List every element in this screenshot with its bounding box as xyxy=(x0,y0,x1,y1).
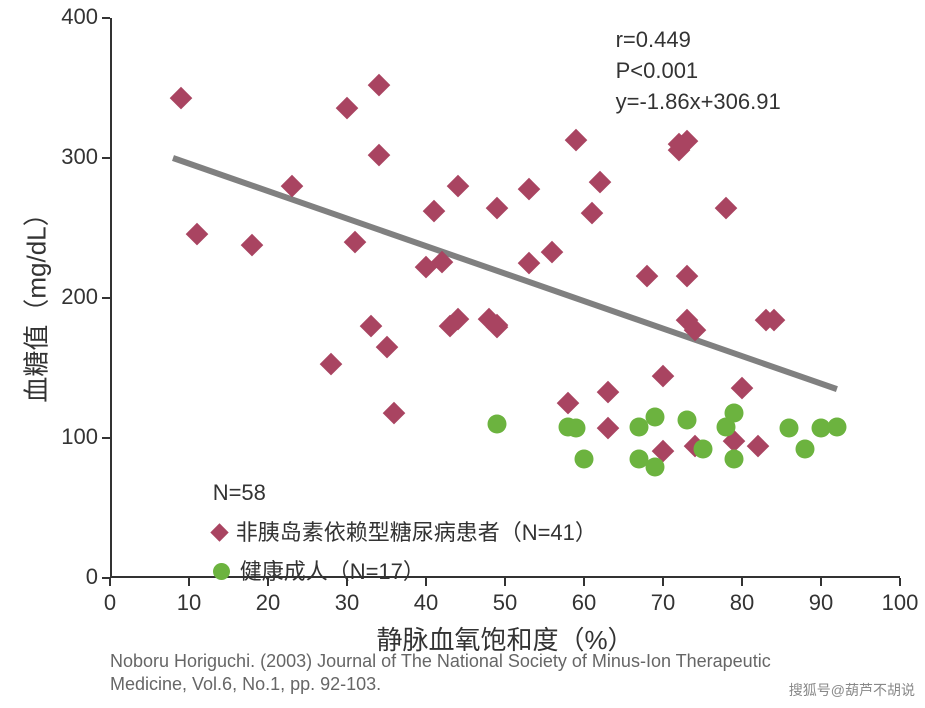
data-point-circle xyxy=(646,458,665,477)
data-point-circle xyxy=(575,450,594,469)
citation-line2: Medicine, Vol.6, No.1, pp. 92-103. xyxy=(110,674,381,694)
x-tick xyxy=(899,578,901,586)
legend: N=58非胰岛素依赖型糖尿病患者（N=41）健康成人（N=17） xyxy=(213,473,597,592)
x-tick-label: 20 xyxy=(243,590,293,616)
stats-p: P<0.001 xyxy=(616,56,781,87)
data-point-circle xyxy=(567,419,586,438)
x-tick-label: 40 xyxy=(401,590,451,616)
x-tick-label: 50 xyxy=(480,590,530,616)
x-tick-label: 60 xyxy=(559,590,609,616)
citation-text: Noboru Horiguchi. (2003) Journal of The … xyxy=(110,650,771,697)
x-tick xyxy=(188,578,190,586)
data-point-circle xyxy=(725,450,744,469)
data-point-circle xyxy=(630,417,649,436)
x-tick-label: 80 xyxy=(717,590,767,616)
legend-label: 健康成人（N=17） xyxy=(240,552,425,592)
legend-marker-circle-icon xyxy=(213,563,230,580)
y-tick xyxy=(102,437,110,439)
data-point-circle xyxy=(488,415,507,434)
y-tick-label: 300 xyxy=(50,144,98,170)
data-point-circle xyxy=(827,417,846,436)
x-tick-label: 0 xyxy=(85,590,135,616)
y-tick xyxy=(102,297,110,299)
x-tick-label: 10 xyxy=(164,590,214,616)
citation-line1: Noboru Horiguchi. (2003) Journal of The … xyxy=(110,651,771,671)
y-tick-label: 100 xyxy=(50,424,98,450)
x-tick xyxy=(820,578,822,586)
x-tick-label: 70 xyxy=(638,590,688,616)
data-point-circle xyxy=(796,440,815,459)
x-tick-label: 90 xyxy=(796,590,846,616)
legend-label: 非胰岛素依赖型糖尿病患者（N=41） xyxy=(236,513,597,553)
data-point-circle xyxy=(693,440,712,459)
watermark-text: 搜狐号@葫芦不胡说 xyxy=(789,680,915,700)
x-tick-label: 30 xyxy=(322,590,372,616)
y-tick-label: 0 xyxy=(50,564,98,590)
data-point-circle xyxy=(725,403,744,422)
stats-eq: y=-1.86x+306.91 xyxy=(616,87,781,118)
y-tick-label: 400 xyxy=(50,4,98,30)
y-tick xyxy=(102,157,110,159)
y-tick-label: 200 xyxy=(50,284,98,310)
stats-text: r=0.449P<0.001y=-1.86x+306.91 xyxy=(616,25,781,117)
data-point-circle xyxy=(677,410,696,429)
y-axis-label: 血糖值（mg/dL） xyxy=(17,182,54,422)
x-tick xyxy=(662,578,664,586)
data-point-circle xyxy=(780,419,799,438)
legend-n-total: N=58 xyxy=(213,473,597,513)
x-tick-label: 100 xyxy=(875,590,925,616)
legend-row: 健康成人（N=17） xyxy=(213,552,597,592)
x-tick xyxy=(741,578,743,586)
stats-r: r=0.449 xyxy=(616,25,781,56)
y-tick xyxy=(102,17,110,19)
chart-container: 01002003004000102030405060708090100血糖值（m… xyxy=(0,0,925,708)
x-tick xyxy=(109,578,111,586)
legend-row: 非胰岛素依赖型糖尿病患者（N=41） xyxy=(213,513,597,553)
legend-marker-diamond-icon xyxy=(210,523,228,541)
